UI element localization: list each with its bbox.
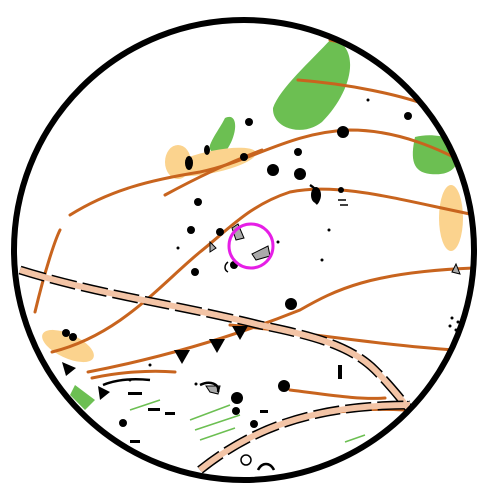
control-circle (227, 222, 275, 270)
green-area (209, 116, 236, 154)
map-border (11, 17, 477, 483)
map-background (14, 20, 474, 480)
green-area (70, 385, 95, 410)
boulders (205, 223, 461, 395)
map-content (18, 38, 474, 474)
point-features (62, 98, 464, 443)
yellow-area (439, 185, 463, 251)
yellow-area (165, 145, 191, 179)
line-features (102, 183, 348, 471)
green-stripes (129, 399, 366, 443)
green-area (272, 38, 351, 130)
tracks (18, 265, 414, 474)
